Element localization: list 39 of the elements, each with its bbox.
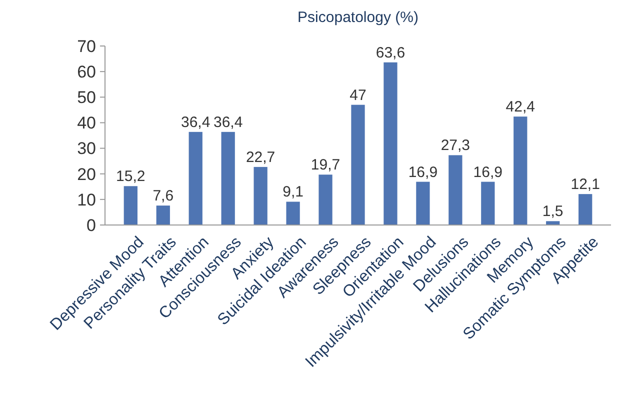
bar: [254, 166, 268, 225]
bar: [156, 206, 170, 225]
data-label: 15,2: [116, 168, 146, 186]
y-tick-label: 0: [86, 216, 96, 235]
data-label: 9,1: [282, 184, 304, 201]
data-label: 16,9: [473, 164, 503, 181]
data-label: 1,5: [542, 203, 564, 220]
data-label: 27,3: [440, 137, 470, 154]
chart-title: Psicopatology (%): [298, 9, 418, 26]
data-label: 22,7: [246, 148, 276, 166]
data-label: 36,4: [181, 114, 210, 131]
bar: [481, 182, 495, 225]
y-tick-label: 10: [77, 190, 96, 210]
y-tick-label: 20: [77, 164, 96, 184]
bar: [546, 221, 560, 225]
bar: [514, 116, 528, 225]
data-label: 47: [350, 86, 366, 104]
bar: [221, 132, 235, 225]
y-tick-label: 40: [77, 114, 96, 133]
bar: [384, 62, 398, 225]
bar: [318, 174, 332, 225]
data-label: 16,9: [408, 164, 438, 181]
bar: [124, 186, 138, 225]
data-label: 19,7: [310, 156, 340, 174]
bar: [351, 104, 365, 225]
bar: [578, 194, 592, 225]
y-tick-label: 30: [77, 139, 96, 158]
bar: [286, 202, 300, 225]
y-tick-label: 70: [77, 36, 96, 56]
bar: [416, 182, 430, 225]
bar: [188, 132, 202, 225]
bar: [448, 155, 462, 225]
y-tick-label: 60: [77, 62, 96, 82]
data-label: 63,6: [376, 44, 406, 62]
data-label: 42,4: [506, 98, 535, 116]
y-tick-label: 50: [77, 88, 96, 108]
data-label: 36,4: [213, 114, 243, 131]
data-label: 12,1: [570, 176, 600, 194]
data-label: 7,6: [152, 188, 174, 205]
